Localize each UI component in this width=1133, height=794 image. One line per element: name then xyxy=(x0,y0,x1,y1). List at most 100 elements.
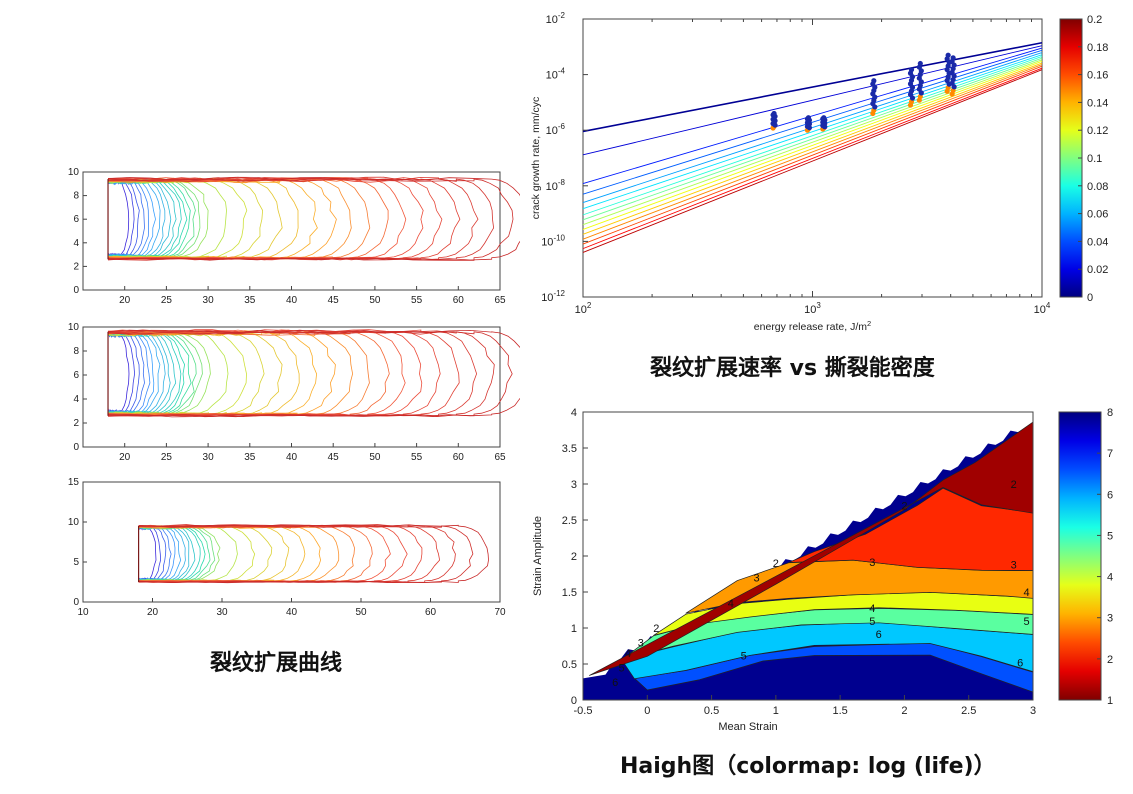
x-tick-label: 0.5 xyxy=(704,705,719,717)
rate-line xyxy=(582,41,1043,133)
x-tick-label: 60 xyxy=(453,452,465,463)
y-tick-label: 3 xyxy=(571,479,577,491)
x-tick-label: 60 xyxy=(425,607,437,618)
y-tick-exponent: -2 xyxy=(558,11,566,20)
crack-profile-chart-3: 10 20 30 40 50 60 70 0 5 10 15 xyxy=(68,477,506,618)
x-tick-label: 50 xyxy=(355,607,367,618)
data-point xyxy=(871,78,877,84)
test-points xyxy=(770,52,957,133)
x-tick-label: 2 xyxy=(901,705,907,717)
x-tick-label: 45 xyxy=(328,452,340,463)
contour-label: 4 xyxy=(869,603,875,615)
contour-label: 5 xyxy=(741,650,747,662)
y-tick-label: 2 xyxy=(73,261,79,272)
x-tick-label: 1 xyxy=(773,705,779,717)
contour-label: 2 xyxy=(653,623,659,635)
y-tick-label: 10-4 xyxy=(546,67,566,82)
x-tick-label: 2.5 xyxy=(961,705,976,717)
y-tick-exponent: -8 xyxy=(558,178,566,187)
x-tick-label: 25 xyxy=(161,295,173,306)
contour-label: 3 xyxy=(754,573,760,585)
x-tick-label: 20 xyxy=(119,295,131,306)
y-tick-label: 2 xyxy=(571,551,577,563)
x-tick-label: 50 xyxy=(369,452,381,463)
crack-front-contour xyxy=(107,176,520,261)
x-tick-label: 40 xyxy=(286,607,298,618)
contour-label: 2 xyxy=(901,501,907,513)
x-tick-label: 30 xyxy=(216,607,228,618)
x-tick-label: 25 xyxy=(161,452,173,463)
x-tick-label: 3 xyxy=(1030,705,1036,717)
y-tick-label: 10-12 xyxy=(541,289,565,304)
y-tick-label: 0 xyxy=(571,695,577,707)
colorbar-tick-label: 0.2 xyxy=(1087,14,1102,26)
y-tick-label: 3.5 xyxy=(562,443,577,455)
y-tick-label: 15 xyxy=(68,477,80,488)
y-axis-label: crack growth rate, mm/cyc xyxy=(530,97,542,220)
rate-line xyxy=(582,56,1043,216)
y-tick-exponent: -6 xyxy=(558,122,566,131)
colorbar-tick-label: 0.06 xyxy=(1087,209,1108,221)
haigh-region-level-1 xyxy=(589,421,1034,676)
crack-front-contour xyxy=(107,178,209,259)
colorbar xyxy=(1058,411,1102,701)
x-tick-label: -0.5 xyxy=(574,705,593,717)
crack-front-contour xyxy=(107,329,520,418)
rate-line xyxy=(582,67,1043,250)
caption-haigh-diagram: Haigh图（colormap: log (life)） xyxy=(620,754,996,779)
y-tick-label: 2.5 xyxy=(562,515,577,527)
rate-line xyxy=(582,64,1043,240)
colorbar-tick-label: 2 xyxy=(1107,654,1113,666)
x-tick-label: 102 xyxy=(575,301,592,316)
rate-line xyxy=(582,54,1043,210)
x-tick-label: 45 xyxy=(328,295,340,306)
y-tick-label: 6 xyxy=(73,214,79,225)
x-tick-label: 103 xyxy=(804,301,821,316)
data-point xyxy=(945,52,951,58)
data-point xyxy=(908,67,915,73)
rate-line xyxy=(582,69,1043,253)
rate-lines xyxy=(582,41,1043,253)
y-tick-label: 4 xyxy=(73,394,79,405)
colorbar-tick-label: 0.16 xyxy=(1087,70,1108,82)
colorbar-tick-label: 1 xyxy=(1107,695,1113,707)
x-tick-label: 40 xyxy=(286,452,298,463)
y-tick-label: 8 xyxy=(73,346,79,357)
crack-contours xyxy=(107,176,520,261)
rate-line xyxy=(582,49,1043,195)
haigh-fill xyxy=(583,421,1034,700)
x-tick-label: 40 xyxy=(286,295,298,306)
contour-label: 2 xyxy=(773,558,779,570)
x-tick-label: 50 xyxy=(369,295,381,306)
colorbar-tick-label: 5 xyxy=(1107,530,1113,542)
crack-contours xyxy=(107,329,520,418)
x-tick-label: 55 xyxy=(411,452,423,463)
y-tick-label: 0 xyxy=(73,442,79,453)
data-point xyxy=(950,55,956,61)
colorbar-tick-label: 0.04 xyxy=(1087,236,1108,248)
crack-front-contour xyxy=(138,524,489,584)
y-tick-label: 10-2 xyxy=(546,11,566,26)
contour-label: 5 xyxy=(1024,616,1030,628)
y-tick-label: 0 xyxy=(73,597,79,608)
x-tick-label: 20 xyxy=(119,452,131,463)
y-tick-label: 6 xyxy=(73,370,79,381)
y-tick-label: 1.5 xyxy=(562,587,577,599)
contour-label: 6 xyxy=(876,629,882,641)
crack-profile-chart-2: 20 25 30 35 40 45 50 55 60 65 0 2 4 6 8 10 xyxy=(68,322,520,463)
colorbar-tick-label: 6 xyxy=(1107,489,1113,501)
y-tick-label: 8 xyxy=(73,191,79,202)
x-tick-exponent: 3 xyxy=(816,301,821,310)
contour-label: 3 xyxy=(869,557,875,569)
y-tick-exponent: -12 xyxy=(553,289,565,298)
rate-line xyxy=(582,60,1043,230)
colorbar-tick-label: 0.14 xyxy=(1087,97,1108,109)
colorbar-tick-label: 3 xyxy=(1107,613,1113,625)
contour-label: 5 xyxy=(869,616,875,628)
y-tick-label: 10 xyxy=(68,517,80,528)
caption-crack-growth-curves: 裂纹扩展曲线 xyxy=(210,651,343,676)
contour-label: 4 xyxy=(728,598,734,610)
x-tick-label: 55 xyxy=(411,295,423,306)
x-axis-label: Mean Strain xyxy=(718,721,777,733)
